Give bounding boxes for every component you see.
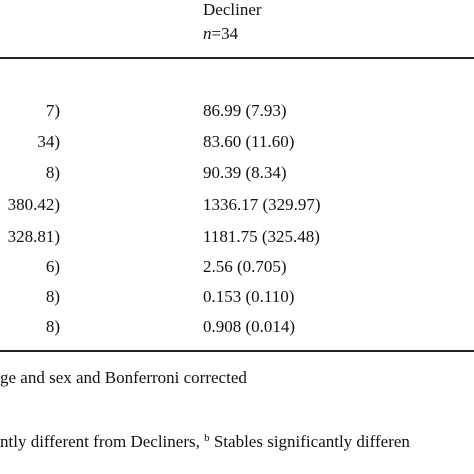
cell-decliner: 1181.75 (325.48)	[203, 227, 320, 246]
footnote: ge and sex and Bonferroni corrected	[0, 368, 247, 387]
cell-left: 8)	[45, 287, 60, 306]
footnote-text: Stables significantly differen	[209, 432, 410, 451]
cell-decliner: 1336.17 (329.97)	[203, 195, 321, 214]
column-header: Decliner	[203, 0, 262, 19]
cell-left: 6)	[45, 257, 60, 276]
cell-decliner: 83.60 (11.60)	[203, 132, 295, 151]
cell-decliner: 2.56 (0.705)	[203, 257, 287, 276]
cell-left: 328.81)	[7, 227, 60, 246]
sample-size: n=34	[203, 24, 238, 44]
cell-decliner: 0.908 (0.014)	[203, 317, 296, 336]
footnote: ntly different from Decliners, b Stables…	[0, 428, 410, 452]
cell-decliner: 86.99 (7.93)	[203, 101, 287, 120]
cell-left: 380.42)	[7, 195, 60, 214]
footnote-marker: b	[204, 432, 210, 444]
bottom-rule	[0, 350, 474, 352]
top-rule	[0, 57, 474, 59]
cell-left: 8)	[45, 317, 60, 336]
n-symbol: n	[203, 24, 212, 43]
cell-decliner: 0.153 (0.110)	[203, 287, 295, 306]
cell-decliner: 90.39 (8.34)	[203, 163, 287, 182]
cell-left: 34)	[37, 132, 60, 151]
n-value: =34	[211, 24, 239, 43]
cell-left: 7)	[45, 101, 60, 120]
footnote-text: ntly different from Decliners,	[0, 432, 205, 451]
cell-left: 8)	[45, 163, 60, 182]
